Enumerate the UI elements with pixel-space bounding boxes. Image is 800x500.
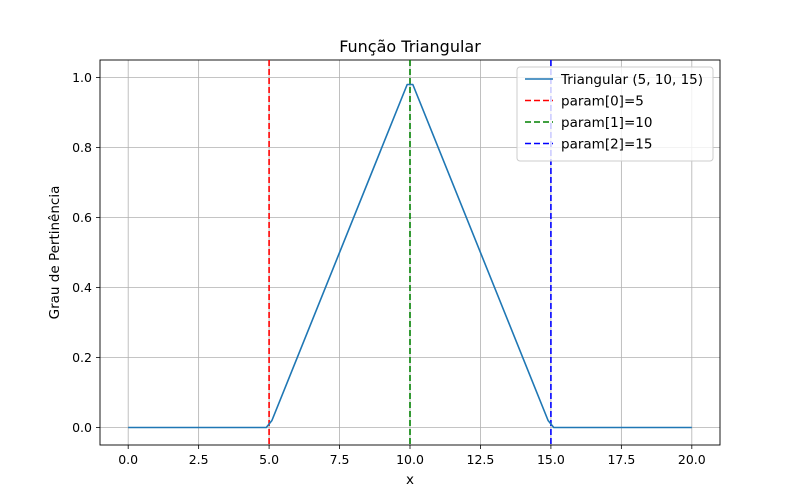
y-tick-label: 0.0: [72, 420, 92, 435]
y-tick-label: 0.8: [72, 140, 92, 155]
x-tick-label: 17.5: [607, 452, 635, 467]
x-tick-label: 15.0: [537, 452, 565, 467]
y-tick-label: 0.2: [72, 350, 92, 365]
y-axis-title: Grau de Pertinência: [47, 186, 63, 320]
legend-label: Triangular (5, 10, 15): [560, 72, 703, 88]
legend-label: param[2]=15: [561, 137, 652, 153]
x-tick-label: 2.5: [189, 452, 209, 467]
y-tick-label: 1.0: [72, 70, 92, 85]
series-line: [128, 83, 692, 429]
legend-box: [516, 66, 714, 162]
x-axis-title: x: [406, 472, 414, 488]
y-tick-label: 0.6: [72, 210, 92, 225]
plot-lines: [128, 60, 692, 445]
chart-title: Função Triangular: [339, 37, 481, 56]
x-tick-label: 12.5: [467, 452, 495, 467]
x-tick-label: 20.0: [678, 452, 706, 467]
axes: 0.0 2.5 5.0 7.5 10.0 12.5 15.0 17.5 20.0 0.0 0.2 0.…: [72, 59, 721, 467]
y-tick-label: 0.4: [72, 280, 92, 295]
legend-label: param[0]=5: [561, 94, 644, 110]
x-tick-label: 5.0: [259, 452, 279, 467]
x-tick-label: 7.5: [330, 452, 350, 467]
legend-label: param[1]=10: [561, 115, 652, 131]
legend: Triangular (5, 10, 15) param[0]=5 param[1]…: [516, 66, 714, 162]
x-tick-label: 10.0: [396, 452, 424, 467]
x-tick-label: 0.0: [118, 452, 138, 467]
